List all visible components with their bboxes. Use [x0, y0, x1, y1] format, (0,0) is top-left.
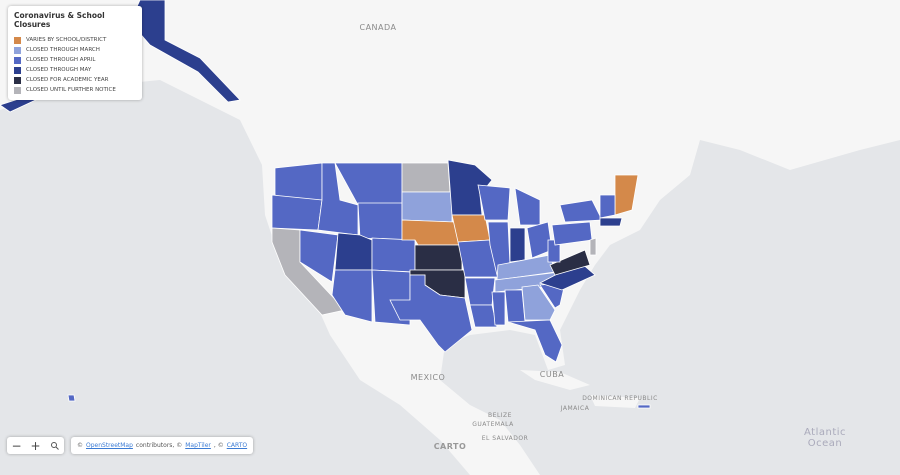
place-label: DOMINICAN REPUBLIC: [582, 395, 658, 402]
legend-swatch: [14, 36, 21, 44]
watermark: CARTO: [434, 442, 467, 451]
zoom-controls: − +: [7, 437, 64, 454]
legend-label: CLOSED UNTIL FURTHER NOTICE: [26, 87, 116, 93]
legend-swatch: [14, 86, 21, 94]
place-label: GUATEMALA: [472, 421, 514, 428]
state-region[interactable]: [637, 404, 651, 409]
state-region[interactable]: [331, 269, 373, 323]
state-region[interactable]: [371, 237, 416, 273]
state-region[interactable]: [507, 319, 563, 363]
legend-label: CLOSED THROUGH APRIL: [26, 57, 96, 63]
state-region[interactable]: [549, 249, 591, 276]
state-region[interactable]: [334, 232, 373, 271]
legend-swatch: [14, 66, 21, 74]
attribution: © OpenStreetMap contributors, © MapTiler…: [71, 437, 254, 454]
state-region[interactable]: [67, 394, 76, 402]
state-region[interactable]: [271, 194, 323, 231]
place-label: EL SALVADOR: [482, 435, 529, 442]
state-region[interactable]: [464, 277, 496, 306]
zoom-in-button[interactable]: +: [30, 438, 41, 453]
place-label: CANADA: [359, 23, 396, 32]
state-region[interactable]: [414, 244, 463, 271]
state-region[interactable]: [357, 202, 403, 241]
place-label: Ocean: [808, 438, 843, 449]
legend-title: Coronavirus & School Closures: [14, 11, 105, 29]
legend-item: CLOSED FOR ACADEMIC YEAR: [14, 75, 136, 85]
state-region[interactable]: [451, 214, 491, 243]
attribution-link[interactable]: CARTO: [226, 442, 248, 449]
legend-item: CLOSED THROUGH MAY: [14, 65, 136, 75]
state-region[interactable]: [491, 291, 506, 326]
state-region[interactable]: [299, 229, 339, 283]
state-region[interactable]: [521, 284, 556, 321]
place-label: BELIZE: [488, 412, 512, 419]
land: [520, 370, 640, 408]
zoom-out-button[interactable]: −: [11, 438, 22, 453]
place-label: JAMAICA: [560, 405, 590, 412]
attribution-link[interactable]: OpenStreetMap: [86, 442, 133, 449]
search-button[interactable]: [45, 437, 64, 454]
legend-swatch: [14, 76, 21, 84]
state-region[interactable]: [589, 237, 597, 256]
state-region[interactable]: [599, 217, 623, 227]
legend-swatch: [14, 46, 21, 54]
attribution-link[interactable]: MapTiler: [185, 442, 211, 449]
legend-item: CLOSED THROUGH MARCH: [14, 45, 136, 55]
attribution-text: ©: [77, 442, 83, 449]
state-region[interactable]: [401, 191, 453, 223]
place-label: MEXICO: [411, 373, 446, 382]
legend-label: CLOSED THROUGH MAY: [26, 67, 92, 73]
legend-item: CLOSED THROUGH APRIL: [14, 55, 136, 65]
state-region[interactable]: [401, 162, 451, 193]
legend-label: CLOSED FOR ACADEMIC YEAR: [26, 77, 109, 83]
attribution-text: , ©: [213, 442, 224, 449]
legend-item: CLOSED UNTIL FURTHER NOTICE: [14, 85, 136, 95]
state-region[interactable]: [477, 184, 511, 221]
state-region[interactable]: [389, 274, 473, 353]
state-region[interactable]: [274, 162, 323, 201]
place-label: CUBA: [540, 370, 564, 379]
state-region[interactable]: [317, 162, 359, 236]
legend: Coronavirus & School Closures VARIES BY …: [8, 6, 142, 100]
legend-item: VARIES BY SCHOOL/DISTRICT: [14, 35, 136, 45]
state-region[interactable]: [469, 304, 498, 328]
state-region[interactable]: [504, 289, 526, 323]
legend-label: VARIES BY SCHOOL/DISTRICT: [26, 37, 107, 43]
attribution-text: contributors, ©: [135, 442, 183, 449]
state-region[interactable]: [599, 194, 616, 219]
state-region[interactable]: [509, 227, 526, 263]
place-label: Atlantic: [804, 427, 846, 438]
legend-swatch: [14, 56, 21, 64]
legend-label: CLOSED THROUGH MARCH: [26, 47, 100, 53]
